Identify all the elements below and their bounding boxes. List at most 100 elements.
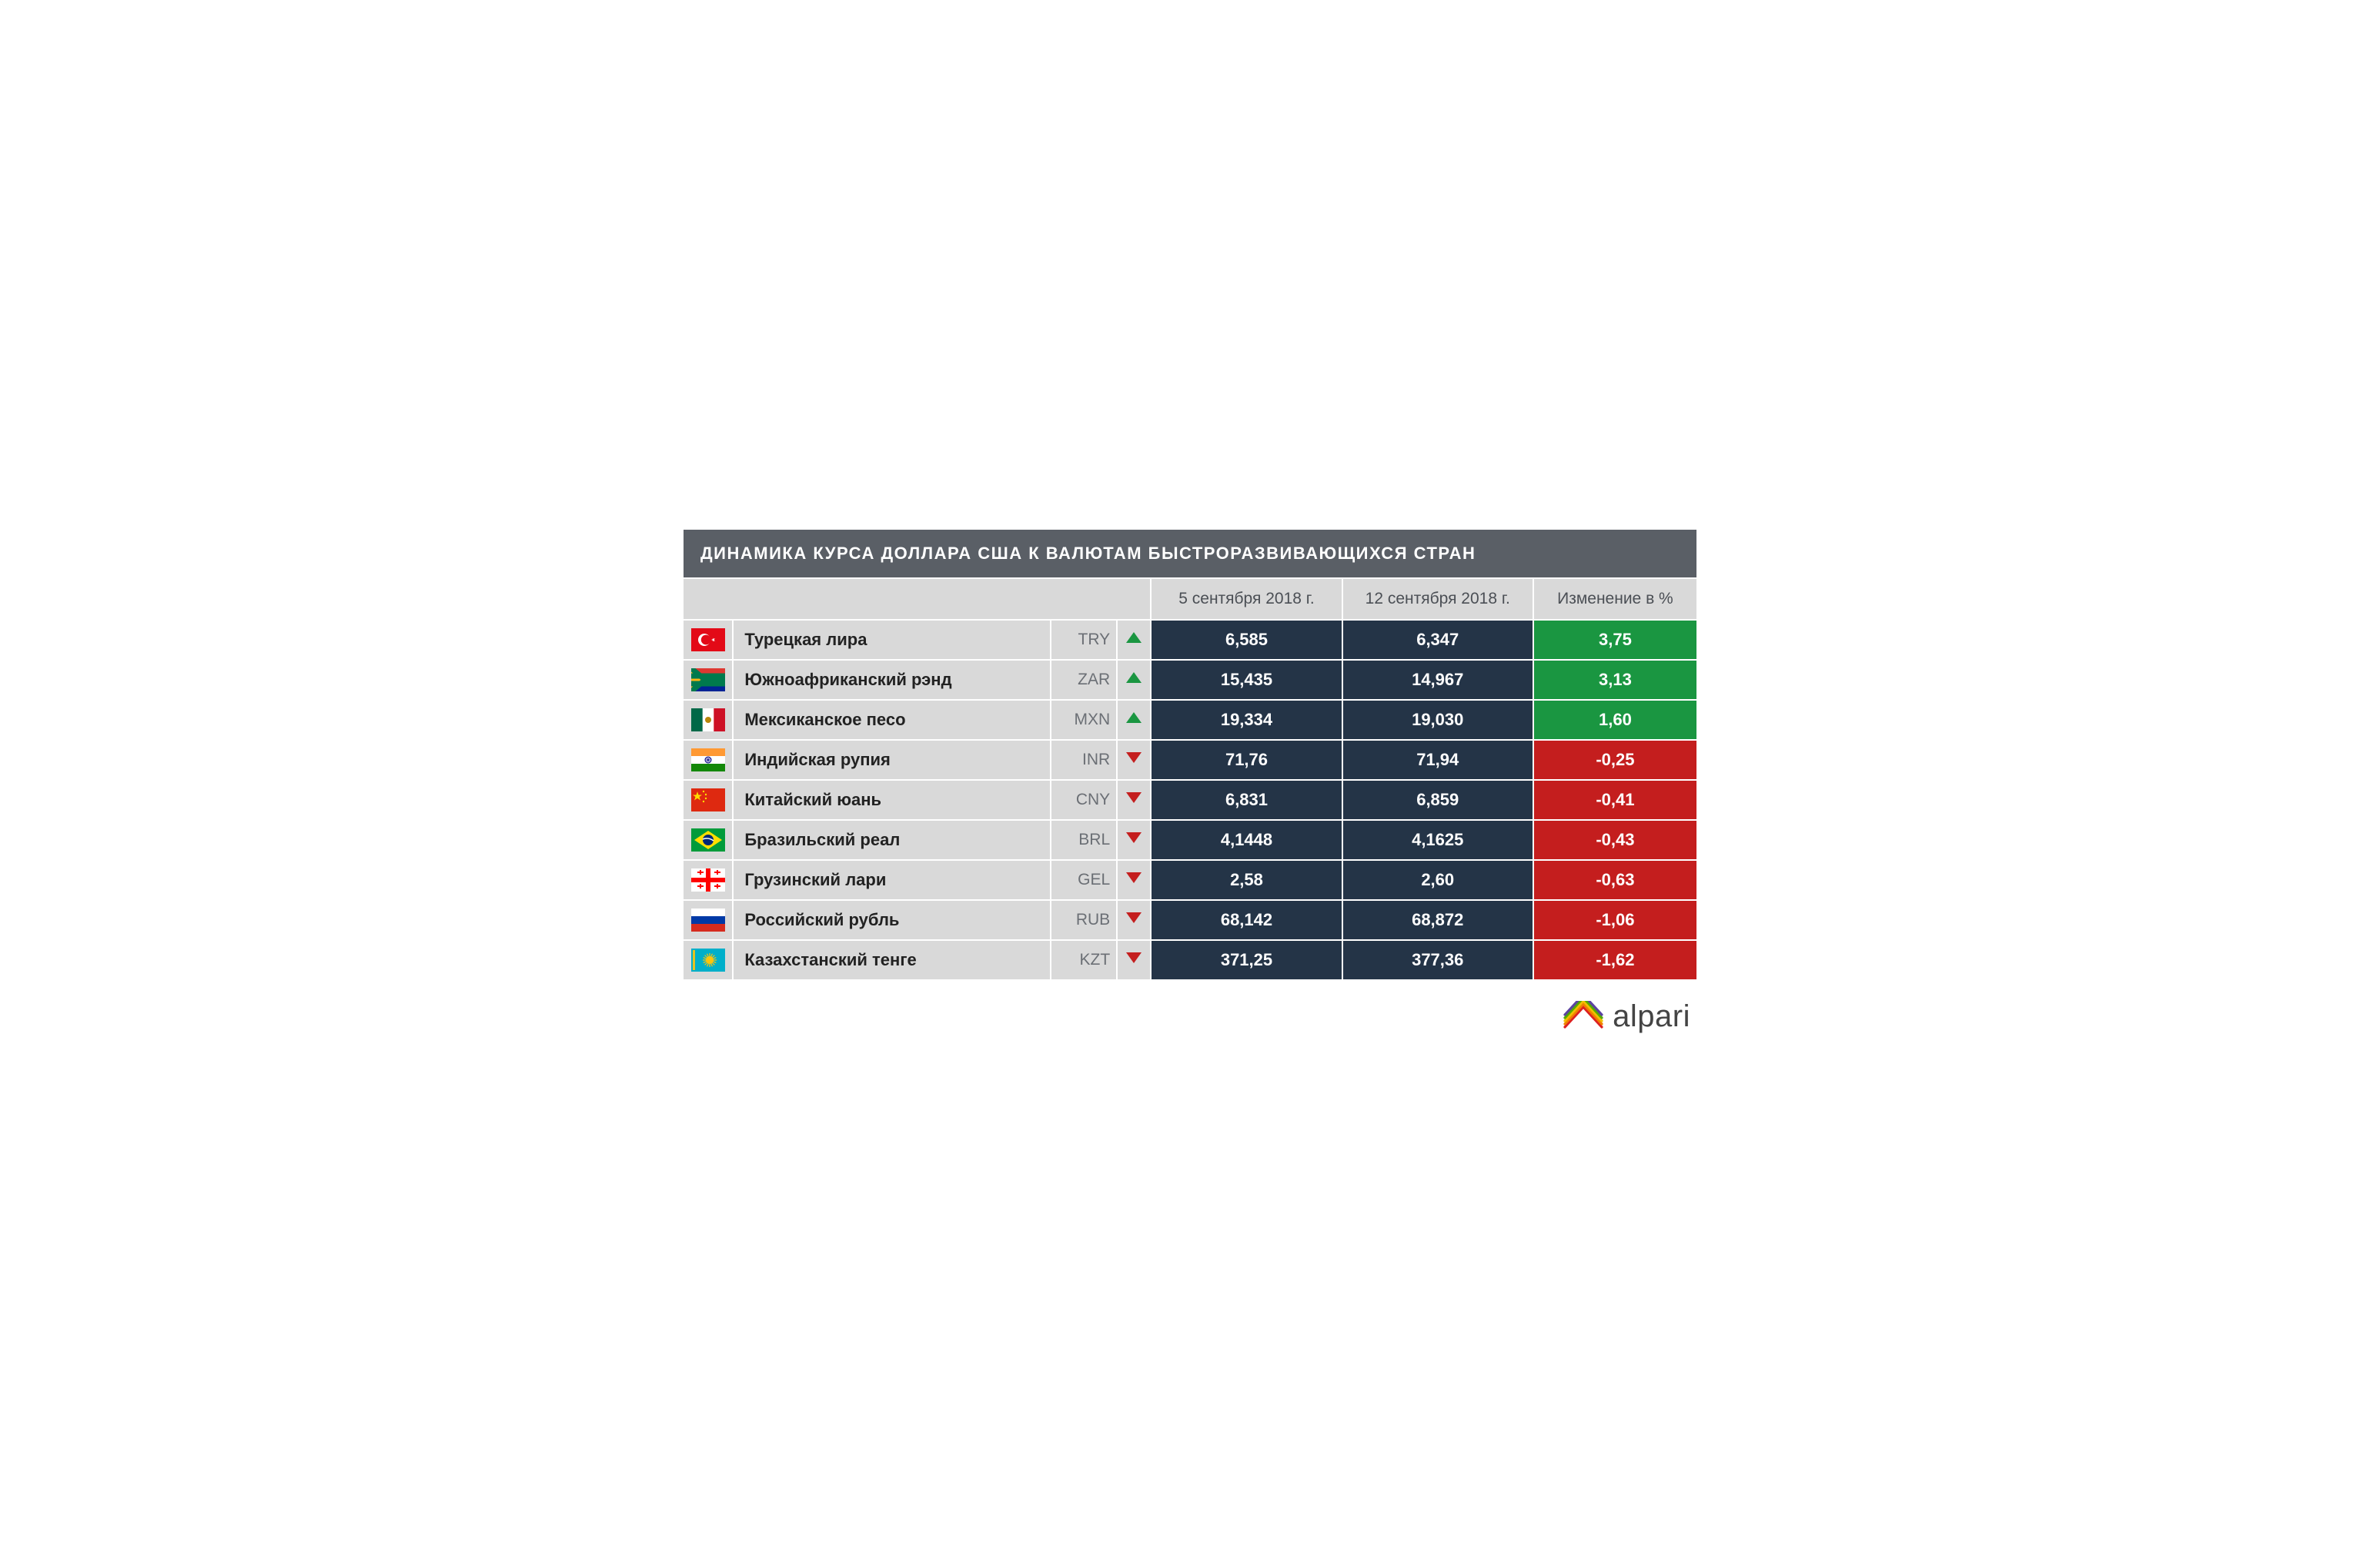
header-row: 5 сентября 2018 г. 12 сентября 2018 г. И… <box>684 579 1696 619</box>
arrow-cell <box>1118 621 1150 659</box>
currency-name: Индийская рупия <box>734 741 1049 779</box>
flag-cell <box>684 781 732 819</box>
flag-icon <box>691 708 725 731</box>
arrow-cell <box>1118 941 1150 979</box>
arrow-down-icon <box>1126 752 1142 763</box>
value-date2: 6,347 <box>1343 621 1533 659</box>
value-date2: 2,60 <box>1343 861 1533 899</box>
change-pct: -0,43 <box>1534 821 1696 859</box>
change-pct: 3,75 <box>1534 621 1696 659</box>
brand-name: alpari <box>1613 999 1690 1034</box>
currency-name: Мексиканское песо <box>734 701 1049 739</box>
currency-name: Южноафриканский рэнд <box>734 661 1049 699</box>
title-row: ДИНАМИКА КУРСА ДОЛЛАРА США К ВАЛЮТАМ БЫС… <box>684 530 1696 577</box>
flag-cell <box>684 901 732 939</box>
value-date1: 71,76 <box>1152 741 1341 779</box>
flag-icon <box>691 909 725 932</box>
change-pct: 3,13 <box>1534 661 1696 699</box>
currency-name: Китайский юань <box>734 781 1049 819</box>
flag-cell <box>684 941 732 979</box>
currency-code: KZT <box>1051 941 1116 979</box>
brand-logo: alpari <box>1562 999 1690 1034</box>
arrow-down-icon <box>1126 832 1142 843</box>
table-row: Грузинский лари GEL 2,58 2,60 -0,63 <box>684 861 1696 899</box>
arrow-cell <box>1118 901 1150 939</box>
currency-code: GEL <box>1051 861 1116 899</box>
change-pct: -0,25 <box>1534 741 1696 779</box>
currency-code: MXN <box>1051 701 1116 739</box>
arrow-cell <box>1118 861 1150 899</box>
table-row: Турецкая лира TRY 6,585 6,347 3,75 <box>684 621 1696 659</box>
change-pct: -0,63 <box>1534 861 1696 899</box>
arrow-cell <box>1118 701 1150 739</box>
value-date2: 19,030 <box>1343 701 1533 739</box>
arrow-cell <box>1118 661 1150 699</box>
arrow-up-icon <box>1126 672 1142 683</box>
value-date1: 6,831 <box>1152 781 1341 819</box>
arrow-cell <box>1118 781 1150 819</box>
flag-cell <box>684 861 732 899</box>
arrow-down-icon <box>1126 872 1142 883</box>
currency-code: INR <box>1051 741 1116 779</box>
flag-icon <box>691 949 725 972</box>
flag-icon <box>691 828 725 852</box>
arrow-cell <box>1118 741 1150 779</box>
table-row: Китайский юань CNY 6,831 6,859 -0,41 <box>684 781 1696 819</box>
value-date1: 15,435 <box>1152 661 1341 699</box>
arrow-up-icon <box>1126 712 1142 723</box>
currency-code: CNY <box>1051 781 1116 819</box>
arrow-down-icon <box>1126 792 1142 803</box>
column-change: Изменение в % <box>1534 579 1696 619</box>
arrow-down-icon <box>1126 952 1142 963</box>
flag-icon <box>691 788 725 811</box>
arrow-down-icon <box>1126 912 1142 923</box>
currency-code: ZAR <box>1051 661 1116 699</box>
flag-icon <box>691 868 725 892</box>
table-row: Мексиканское песо MXN 19,334 19,030 1,60 <box>684 701 1696 739</box>
value-date2: 4,1625 <box>1343 821 1533 859</box>
value-date1: 4,1448 <box>1152 821 1341 859</box>
column-date2: 12 сентября 2018 г. <box>1343 579 1533 619</box>
change-pct: -1,06 <box>1534 901 1696 939</box>
arrow-up-icon <box>1126 632 1142 643</box>
flag-icon <box>691 748 725 771</box>
brand-logo-wrap: alpari <box>682 981 1698 1036</box>
table-row: Южноафриканский рэнд ZAR 15,435 14,967 3… <box>684 661 1696 699</box>
value-date2: 68,872 <box>1343 901 1533 939</box>
table-row: Российский рубль RUB 68,142 68,872 -1,06 <box>684 901 1696 939</box>
flag-cell <box>684 661 732 699</box>
table-row: Индийская рупия INR 71,76 71,94 -0,25 <box>684 741 1696 779</box>
flag-cell <box>684 821 732 859</box>
currency-name: Турецкая лира <box>734 621 1049 659</box>
currency-code: RUB <box>1051 901 1116 939</box>
currency-name: Российский рубль <box>734 901 1049 939</box>
currency-name: Бразильский реал <box>734 821 1049 859</box>
currency-code: BRL <box>1051 821 1116 859</box>
currency-name: Казахстанский тенге <box>734 941 1049 979</box>
value-date1: 68,142 <box>1152 901 1341 939</box>
table-row: Казахстанский тенге KZT 371,25 377,36 -1… <box>684 941 1696 979</box>
change-pct: -1,62 <box>1534 941 1696 979</box>
column-date1: 5 сентября 2018 г. <box>1152 579 1341 619</box>
table-row: Бразильский реал BRL 4,1448 4,1625 -0,43 <box>684 821 1696 859</box>
value-date2: 377,36 <box>1343 941 1533 979</box>
currency-name: Грузинский лари <box>734 861 1049 899</box>
value-date1: 19,334 <box>1152 701 1341 739</box>
value-date2: 14,967 <box>1343 661 1533 699</box>
value-date1: 6,585 <box>1152 621 1341 659</box>
change-pct: 1,60 <box>1534 701 1696 739</box>
flag-cell <box>684 621 732 659</box>
table-frame: ДИНАМИКА КУРСА ДОЛЛАРА США К ВАЛЮТАМ БЫС… <box>659 505 1721 1052</box>
currency-table: ДИНАМИКА КУРСА ДОЛЛАРА США К ВАЛЮТАМ БЫС… <box>682 528 1698 981</box>
flag-icon <box>691 628 725 651</box>
alpari-mark-icon <box>1562 1001 1605 1032</box>
arrow-cell <box>1118 821 1150 859</box>
currency-code: TRY <box>1051 621 1116 659</box>
table-title: ДИНАМИКА КУРСА ДОЛЛАРА США К ВАЛЮТАМ БЫС… <box>684 530 1696 577</box>
flag-cell <box>684 701 732 739</box>
value-date1: 371,25 <box>1152 941 1341 979</box>
value-date2: 71,94 <box>1343 741 1533 779</box>
header-blank <box>684 579 1150 619</box>
flag-icon <box>691 668 725 691</box>
flag-cell <box>684 741 732 779</box>
